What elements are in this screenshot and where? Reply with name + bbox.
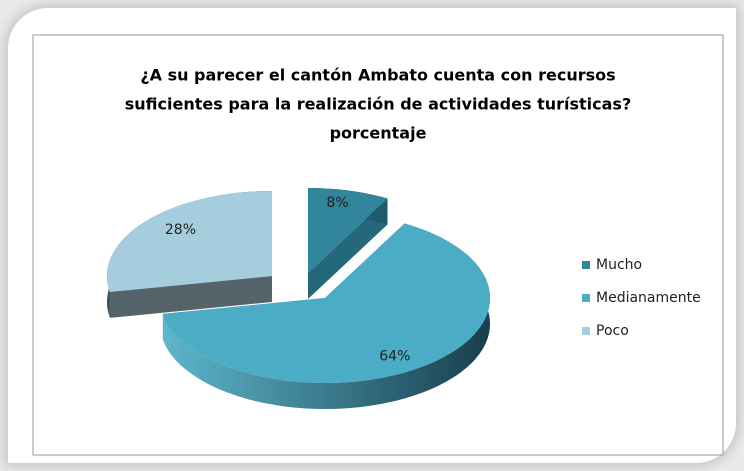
slice: [162, 223, 491, 383]
legend-swatch: [582, 261, 590, 269]
slice-wall: [308, 198, 388, 299]
data-label: 28%: [165, 222, 196, 238]
slice: [308, 188, 388, 273]
slice: [106, 191, 272, 292]
data-label: 8%: [326, 195, 348, 211]
legend-swatch: [582, 294, 590, 302]
legend-label: Poco: [596, 323, 629, 339]
legend-label: Mucho: [596, 257, 642, 273]
data-label: 64%: [379, 348, 410, 364]
chart-title: porcentaje: [330, 124, 427, 143]
slice-wall: [109, 276, 272, 318]
chart-title: ¿A su parecer el cantón Ambato cuenta co…: [140, 66, 615, 85]
legend-label: Medianamente: [596, 290, 701, 306]
legend-swatch: [582, 327, 590, 335]
chart-title: suficientes para la realización de activ…: [125, 95, 631, 114]
